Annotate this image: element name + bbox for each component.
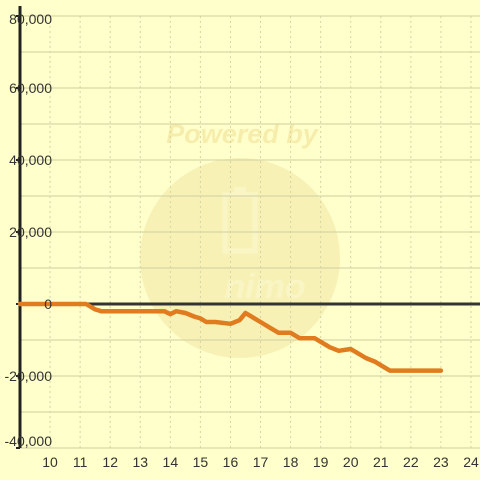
x-tick-label: 20 [343, 454, 359, 470]
x-tick-label: 12 [102, 454, 118, 470]
grid [20, 15, 480, 449]
x-tick-label: 24 [463, 454, 479, 470]
x-tick-label: 17 [253, 454, 269, 470]
y-tick-label: 0 [44, 296, 52, 312]
y-tick-label: -20,000 [5, 368, 53, 384]
x-tick-label: 16 [223, 454, 239, 470]
y-tick-label: 20,000 [9, 224, 52, 240]
x-tick-label: 15 [193, 454, 209, 470]
y-tick-label: 40,000 [9, 152, 52, 168]
series-line [17, 301, 444, 373]
x-tick-label: 19 [313, 454, 329, 470]
tick-labels: 80,000 60,000 40,000 20,000 0 -20,000 -40,000 1… [5, 11, 479, 470]
y-tick-label: 60,000 [9, 80, 52, 96]
x-tick-label: 11 [73, 454, 88, 470]
watermark-circle [140, 158, 340, 358]
series [17, 301, 444, 373]
x-tick-label: 10 [42, 454, 58, 470]
x-tick-label: 21 [373, 454, 389, 470]
x-tick-label: 14 [163, 454, 179, 470]
x-tick-label: 23 [433, 454, 449, 470]
x-tick-label: 18 [283, 454, 299, 470]
x-tick-label: 13 [132, 454, 148, 470]
watermark: Powered by nimo [140, 119, 340, 358]
watermark-text-bottom: nimo [224, 268, 305, 306]
x-tick-label: 22 [403, 454, 419, 470]
y-tick-label: -40,000 [5, 433, 53, 449]
y-tick-label: 80,000 [9, 11, 52, 27]
battery-icon [222, 187, 258, 254]
